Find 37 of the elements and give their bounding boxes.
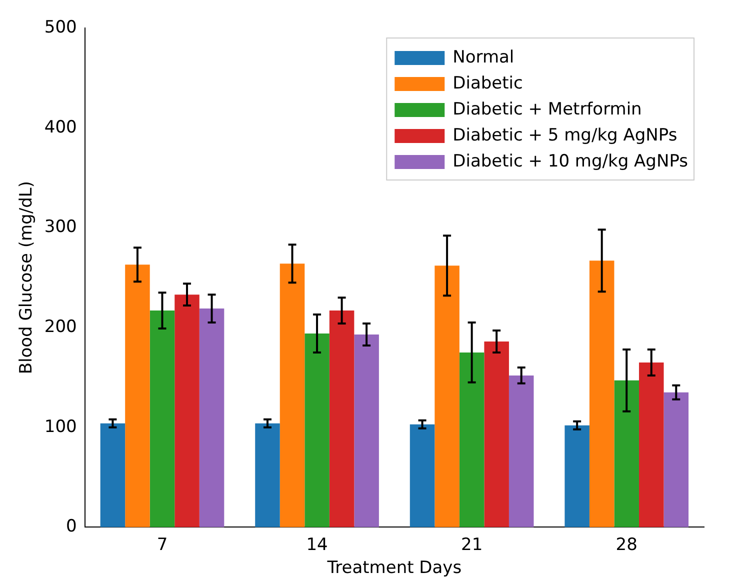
bar (410, 424, 435, 528)
legend-label: Diabetic + 5 mg/kg AgNPs (452, 125, 678, 146)
bar (508, 375, 534, 528)
bar (100, 423, 126, 528)
bar (199, 308, 224, 528)
bar (589, 260, 614, 528)
y-tick-label: 300 (44, 217, 77, 238)
legend-label: Normal (452, 47, 514, 68)
legend-label: Diabetic (452, 73, 523, 94)
x-tick-label: 7 (156, 534, 168, 555)
y-axis-title: Blood Glucose (mg/dL) (16, 181, 37, 374)
bar (564, 425, 590, 528)
bar (329, 310, 354, 528)
bar (125, 264, 150, 528)
bar (255, 423, 280, 528)
x-tick-label: 21 (461, 534, 483, 555)
y-tick-label: 400 (44, 117, 77, 138)
x-axis-title: Treatment Days (326, 558, 462, 578)
y-tick-label: 200 (44, 316, 77, 337)
y-tick-label: 100 (44, 416, 77, 437)
bar (664, 392, 689, 528)
bar (354, 334, 379, 528)
bar (459, 352, 484, 528)
x-tick-label: 28 (616, 534, 638, 555)
bar (304, 334, 330, 528)
bar (174, 294, 200, 528)
bar (484, 342, 509, 528)
bar (614, 380, 639, 528)
y-tick-label: 0 (66, 516, 77, 537)
legend-label: Diabetic + Metrformin (452, 99, 642, 120)
y-tick-label: 500 (44, 17, 77, 38)
bar (638, 362, 664, 528)
bar (434, 266, 460, 528)
legend-label: Diabetic + 10 mg/kg AgNPs (452, 151, 688, 172)
bar (150, 310, 175, 528)
bar (280, 264, 305, 528)
x-tick-label: 14 (306, 534, 328, 555)
